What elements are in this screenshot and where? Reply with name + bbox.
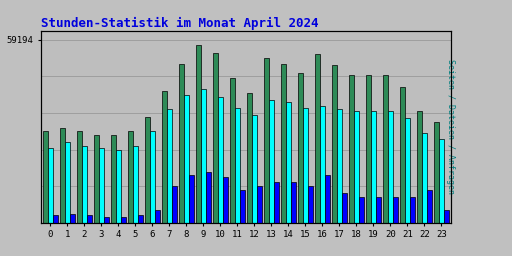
- Bar: [264, 58, 269, 223]
- Bar: [138, 215, 143, 223]
- Bar: [281, 64, 286, 223]
- Bar: [303, 108, 308, 223]
- Bar: [297, 73, 303, 223]
- Bar: [179, 64, 184, 223]
- Bar: [342, 194, 347, 223]
- Bar: [99, 148, 104, 223]
- Bar: [133, 146, 138, 223]
- Bar: [388, 111, 393, 223]
- Bar: [332, 66, 337, 223]
- Bar: [121, 217, 126, 223]
- Bar: [116, 150, 121, 223]
- Bar: [162, 91, 167, 223]
- Bar: [82, 146, 87, 223]
- Text: Stunden-Statistik im Monat April 2024: Stunden-Statistik im Monat April 2024: [41, 16, 318, 29]
- Bar: [366, 74, 371, 223]
- Bar: [240, 190, 245, 223]
- Bar: [77, 131, 82, 223]
- Bar: [359, 197, 364, 223]
- Bar: [42, 131, 48, 223]
- Bar: [218, 97, 223, 223]
- Bar: [314, 55, 319, 223]
- Y-axis label: Seiten / Dateien / Anfragen: Seiten / Dateien / Anfragen: [446, 59, 455, 194]
- Bar: [337, 109, 342, 223]
- Bar: [257, 186, 262, 223]
- Bar: [223, 177, 228, 223]
- Bar: [393, 197, 398, 223]
- Bar: [376, 197, 381, 223]
- Bar: [247, 93, 252, 223]
- Bar: [127, 131, 133, 223]
- Bar: [349, 74, 354, 223]
- Bar: [206, 172, 211, 223]
- Bar: [167, 109, 172, 223]
- Bar: [234, 108, 240, 223]
- Bar: [291, 183, 296, 223]
- Bar: [212, 53, 218, 223]
- Bar: [70, 214, 75, 223]
- Bar: [65, 142, 70, 223]
- Bar: [427, 190, 432, 223]
- Bar: [325, 175, 330, 223]
- Bar: [434, 122, 439, 223]
- Bar: [417, 111, 422, 223]
- Bar: [252, 115, 257, 223]
- Bar: [150, 131, 155, 223]
- Bar: [53, 215, 58, 223]
- Bar: [371, 111, 376, 223]
- Bar: [422, 133, 427, 223]
- Bar: [404, 119, 410, 223]
- Bar: [87, 215, 92, 223]
- Bar: [155, 210, 160, 223]
- Bar: [410, 197, 415, 223]
- Bar: [94, 135, 99, 223]
- Bar: [60, 128, 65, 223]
- Bar: [439, 138, 444, 223]
- Bar: [184, 95, 189, 223]
- Bar: [382, 74, 388, 223]
- Bar: [229, 78, 234, 223]
- Bar: [144, 117, 150, 223]
- Bar: [201, 89, 206, 223]
- Bar: [308, 186, 313, 223]
- Bar: [286, 102, 291, 223]
- Bar: [269, 100, 274, 223]
- Bar: [444, 210, 449, 223]
- Bar: [172, 186, 177, 223]
- Bar: [48, 148, 53, 223]
- Bar: [189, 175, 194, 223]
- Bar: [196, 45, 201, 223]
- Bar: [399, 87, 404, 223]
- Bar: [274, 183, 279, 223]
- Bar: [111, 135, 116, 223]
- Bar: [104, 217, 109, 223]
- Bar: [354, 111, 359, 223]
- Bar: [319, 106, 325, 223]
